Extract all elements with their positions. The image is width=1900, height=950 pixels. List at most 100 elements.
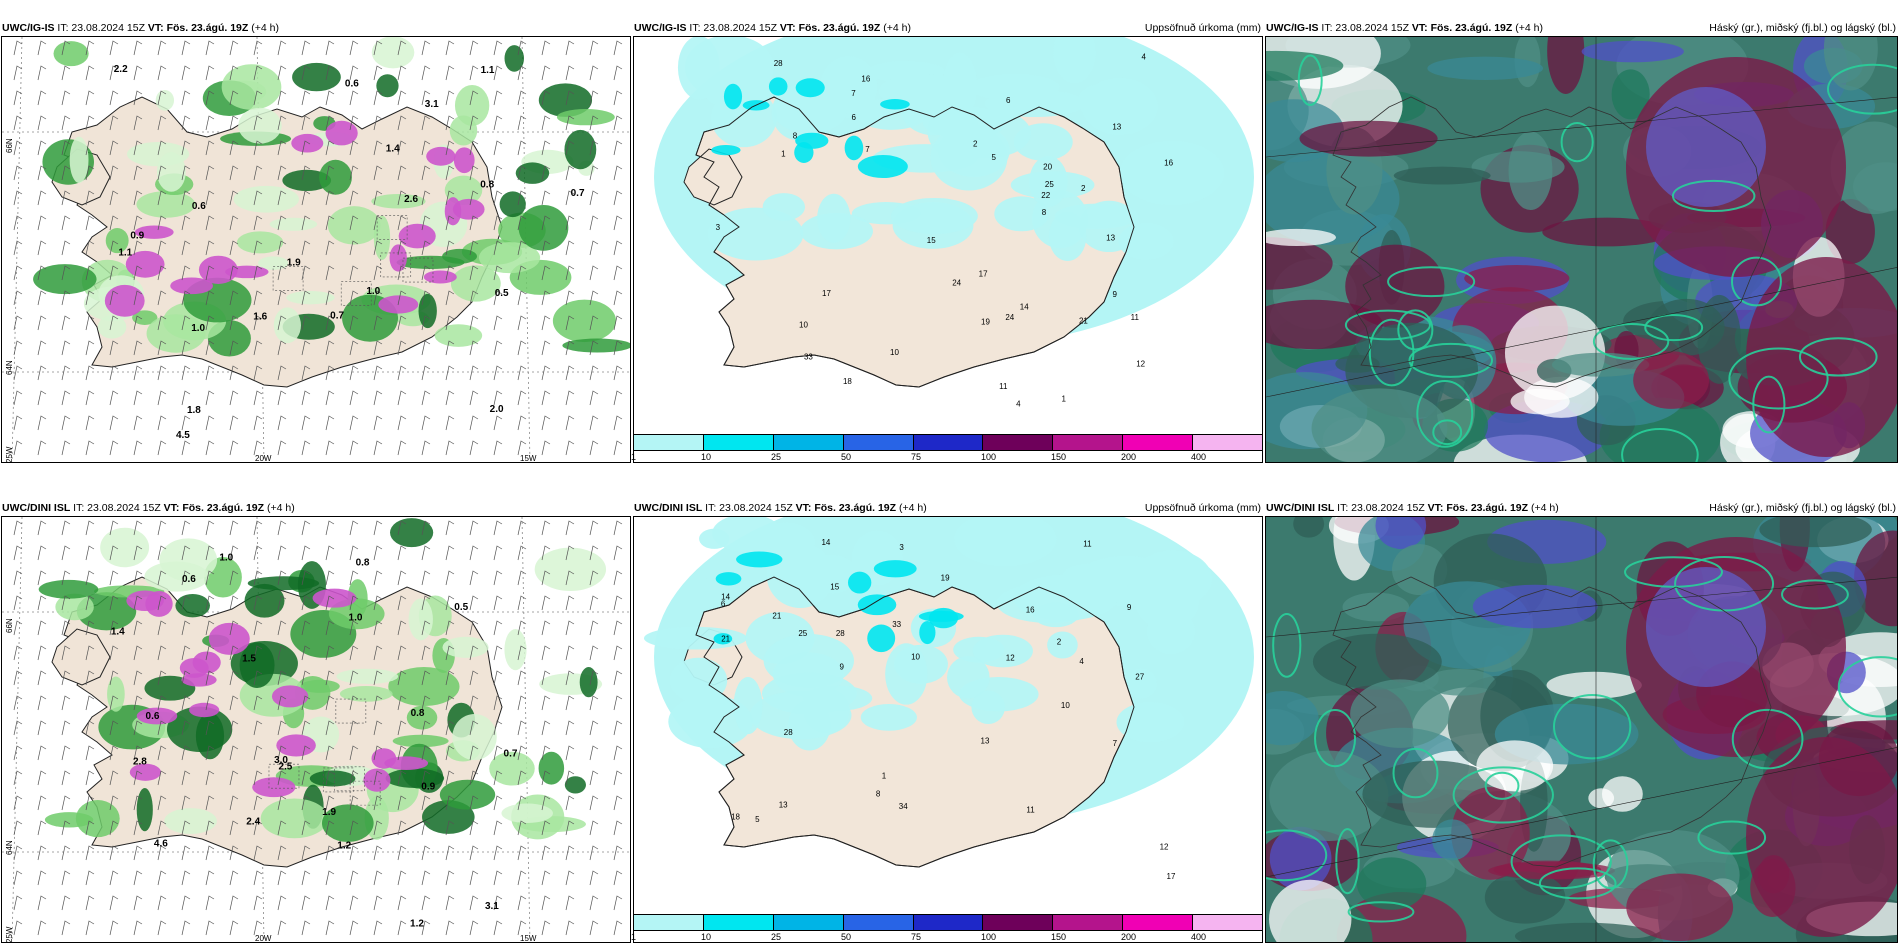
precip-cell (100, 527, 150, 568)
colorbar-segment (703, 915, 774, 930)
cloud-contour (1728, 347, 1829, 410)
panel-title: UWC/IG-IS IT: 23.08.2024 15Z VT: Fös. 23… (2, 22, 279, 34)
precip-total-label: 14 (721, 592, 730, 601)
colorbar-tick-label: 75 (910, 932, 921, 942)
wind-barb (13, 795, 23, 811)
cloud-layer (1547, 37, 1585, 94)
cloud-layer (1830, 121, 1897, 215)
map-frame-2[interactable]: 7 7 10 24 20 25 19 33 17 24 28 16 21 13 18 22 14 15 11 12 8 9… (633, 36, 1263, 463)
wind-barb (397, 240, 407, 256)
precip-value-label: 3.1 (425, 99, 439, 110)
wind-barb (469, 190, 479, 206)
wind-barb (469, 570, 479, 586)
heavy-precip-cell (389, 244, 407, 272)
wind-barb (181, 570, 191, 586)
cloud-contour (1538, 867, 1617, 900)
wind-barb (397, 920, 407, 936)
wind-barb (61, 365, 71, 381)
wind-barb (421, 340, 431, 356)
wind-barb (61, 340, 71, 356)
wind-barb (541, 895, 551, 911)
wind-barb (421, 40, 431, 56)
wind-barb (589, 340, 599, 356)
longitude-line (521, 37, 531, 462)
precip-total-label: 13 (981, 736, 990, 745)
colorbar-segment (843, 435, 914, 450)
wind-barb (85, 745, 95, 761)
axis-label: 66N (5, 618, 14, 633)
precip-total-label: 21 (721, 634, 730, 643)
panel-title: UWC/DINI ISL IT: 23.08.2024 15Z VT: Fös.… (2, 502, 295, 514)
precip-value-label: 2.2 (114, 64, 128, 75)
precip-cell (449, 115, 478, 146)
wind-barb (325, 290, 335, 306)
colorbar-tick-label: 10 (700, 932, 711, 942)
wind-barb (61, 870, 71, 886)
precip-area (803, 685, 873, 711)
longitude-line (11, 517, 23, 942)
map-frame-3[interactable] (1265, 36, 1898, 463)
wind-barb (109, 845, 119, 861)
precip-cell (478, 242, 541, 274)
precip-cell (442, 636, 489, 658)
precip-cell (339, 685, 393, 702)
wind-barb (37, 895, 47, 911)
precip-total-label: 8 (1042, 208, 1047, 217)
wind-barb (85, 65, 95, 81)
wind-barb (517, 290, 527, 306)
map-frame-1[interactable]: 1.8 0.6 0.8 2.2 1.0 0.7 3.1 0.9 2.0 1.9 4.5 2.6 1.0 0… (1, 36, 631, 463)
wind-barb (301, 820, 311, 836)
cloud-contour (1624, 556, 1724, 588)
wind-barb (181, 315, 191, 331)
wind-barb (349, 545, 359, 561)
wind-barb (109, 870, 119, 886)
wind-barb (37, 920, 47, 936)
precip-cell (319, 159, 352, 195)
wind-barb (109, 390, 119, 406)
wind-barb (13, 265, 23, 281)
wind-barb (253, 90, 263, 106)
cloud-contour (1484, 771, 1520, 800)
wind-barb (445, 570, 455, 586)
precip-total-label: 4 (1141, 53, 1146, 62)
precip-total-label: 17 (1167, 872, 1176, 881)
wind-barb (541, 570, 551, 586)
wind-barb (469, 115, 479, 131)
wind-barb (85, 620, 95, 636)
wind-barb (301, 695, 311, 711)
wind-barb (541, 820, 551, 836)
map-frame-5[interactable]: 10 9 11 34 28 21 33 14 19 21 27 18 16 25 28 12 15 13 14 10 8… (633, 516, 1263, 943)
wind-barb (37, 240, 47, 256)
cloud-layer (1472, 584, 1598, 629)
wind-barb (421, 190, 431, 206)
wind-barb (565, 140, 575, 156)
wind-barb (565, 620, 575, 636)
wind-barb (109, 820, 119, 836)
precip-area-high (713, 633, 733, 645)
cloud-layer (1269, 826, 1332, 891)
wind-barb (277, 770, 287, 786)
wind-barb (277, 520, 287, 536)
wind-barb (85, 315, 95, 331)
wind-barb (133, 215, 143, 231)
wind-barb (277, 190, 287, 206)
wind-barb (85, 895, 95, 911)
wind-barb (13, 545, 23, 561)
wind-barb (517, 340, 527, 356)
map-frame-6[interactable] (1265, 516, 1898, 943)
wind-barb (325, 620, 335, 636)
wind-barb (61, 795, 71, 811)
wind-barb (205, 165, 215, 181)
map-frame-4[interactable]: 0.8 2.4 1.9 3.0 1.0 0.6 2.8 1.2 1.5 4.6 3.1 2.5 0.7 1… (1, 516, 631, 943)
wind-barb (589, 390, 599, 406)
wind-barb (517, 240, 527, 256)
colorbar-tick-label: 75 (910, 452, 921, 462)
cloud-layer (1375, 517, 1427, 549)
heavy-precip-cell (398, 223, 436, 249)
wind-barb (157, 545, 167, 561)
wind-barb (13, 365, 23, 381)
wind-barb (469, 315, 479, 331)
wind-barb (349, 65, 359, 81)
precip-area (685, 37, 774, 100)
wind-barb (109, 340, 119, 356)
